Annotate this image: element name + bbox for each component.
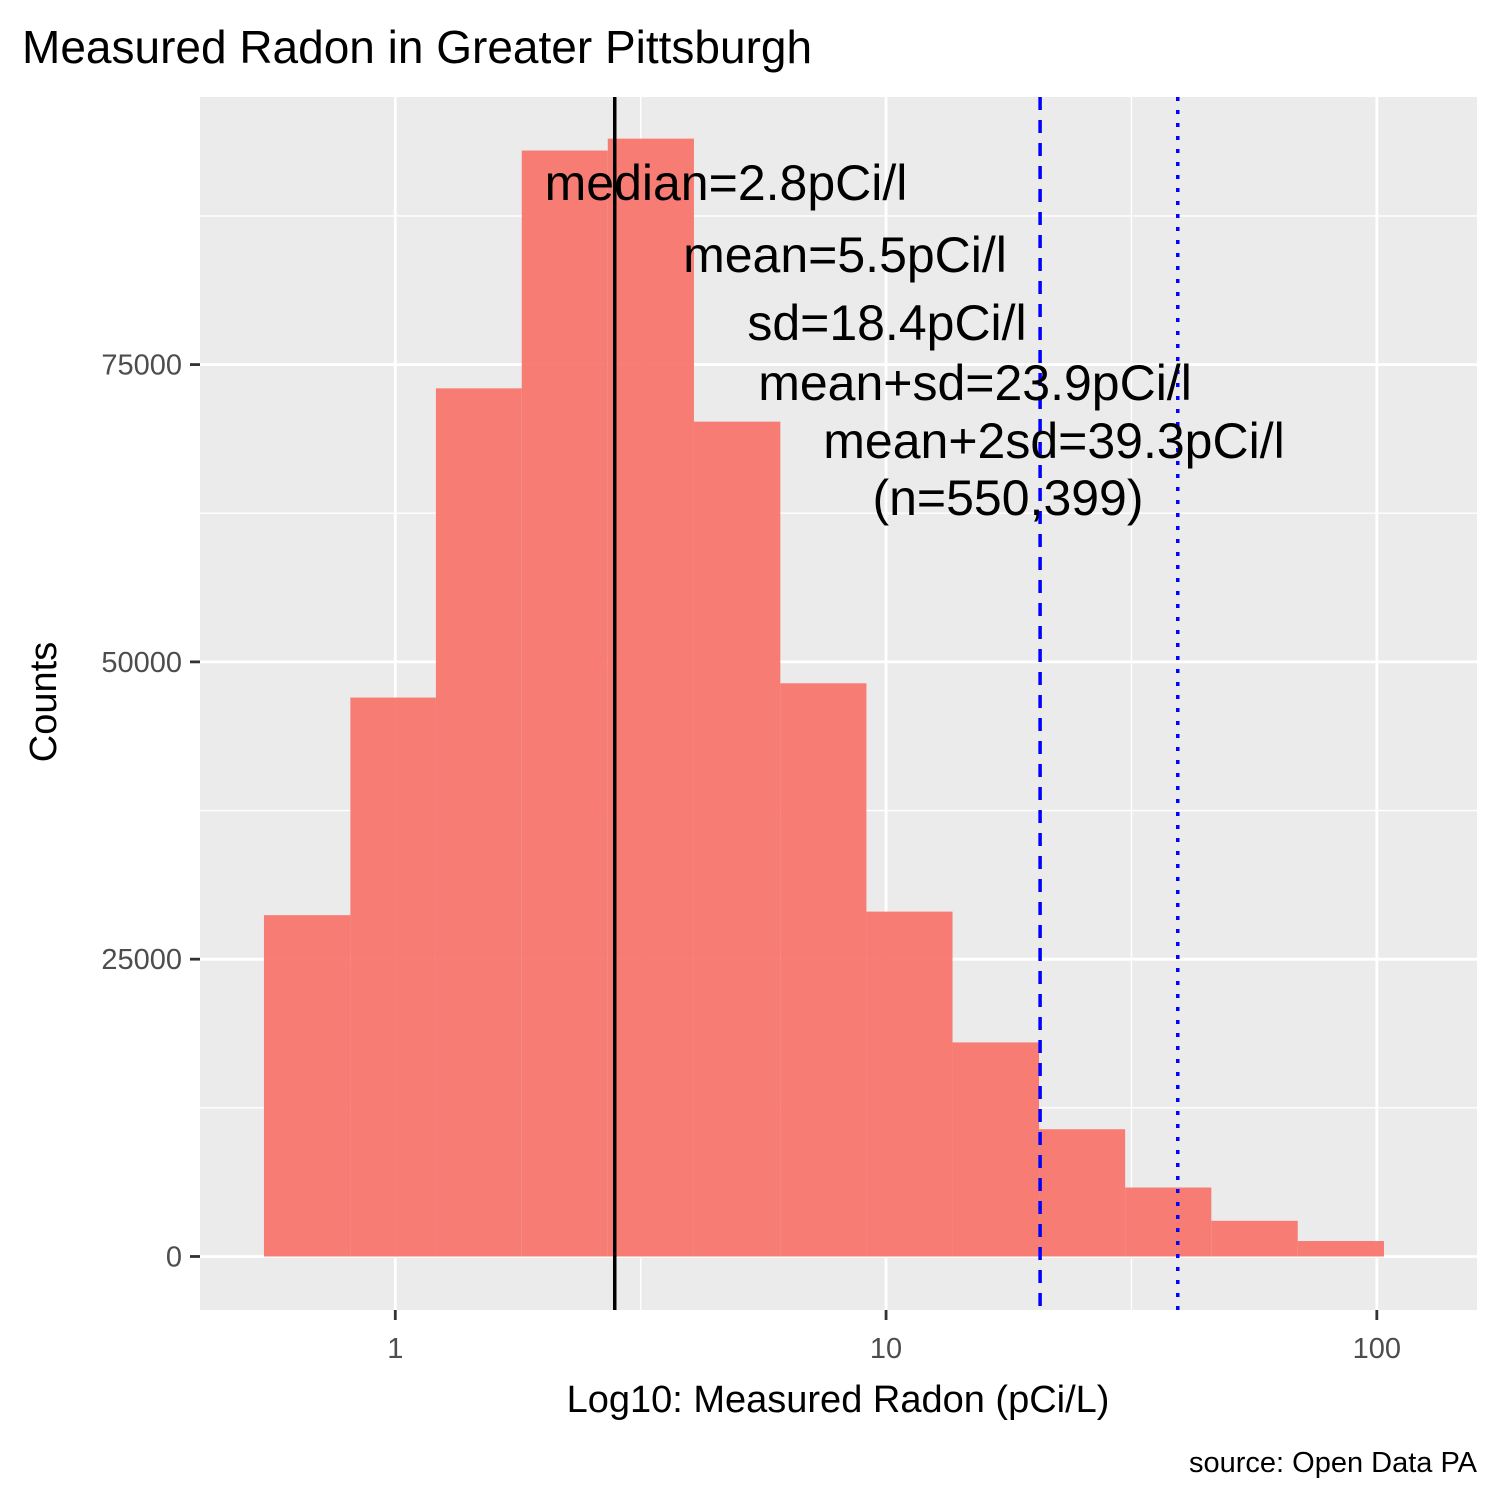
y-tick-label: 50000 bbox=[101, 647, 182, 679]
x-tick-label: 100 bbox=[1353, 1333, 1401, 1365]
reference-lines bbox=[612, 97, 1180, 1310]
histogram-bar bbox=[521, 150, 608, 1257]
y-tick-label: 25000 bbox=[101, 944, 182, 976]
histogram-bar bbox=[1297, 1241, 1384, 1257]
histogram-bar bbox=[1039, 1129, 1126, 1257]
histogram-bar bbox=[435, 388, 522, 1257]
histogram-bar bbox=[693, 421, 781, 1257]
histogram-bar bbox=[780, 683, 867, 1257]
annotation-sd: sd=18.4pCi/l bbox=[747, 295, 1026, 351]
x-axis: 1 10 100 bbox=[387, 1310, 1401, 1365]
x-tick-label: 10 bbox=[870, 1333, 902, 1365]
annotation-median: median=2.8pCi/l bbox=[545, 155, 908, 211]
histogram-bar bbox=[607, 138, 694, 1257]
y-axis-title: Counts bbox=[23, 642, 65, 762]
x-axis-title: Log10: Measured Radon (pCi/L) bbox=[567, 1379, 1110, 1421]
y-axis: 0 25000 50000 75000 bbox=[101, 350, 200, 1273]
histogram-bar bbox=[1125, 1187, 1212, 1257]
x-tick-label: 1 bbox=[387, 1333, 403, 1365]
histogram-bar bbox=[952, 1042, 1040, 1257]
histogram-bar bbox=[866, 911, 953, 1257]
annotation-n: (n=550,399) bbox=[872, 470, 1143, 526]
annotation-mean: mean=5.5pCi/l bbox=[683, 227, 1007, 283]
histogram-bar bbox=[1211, 1220, 1298, 1257]
chart-title: Measured Radon in Greater Pittsburgh bbox=[22, 21, 812, 73]
caption: source: Open Data PA bbox=[1189, 1447, 1478, 1479]
annotation-mean-plus-sd: mean+sd=23.9pCi/l bbox=[758, 355, 1192, 411]
histogram-bar bbox=[263, 915, 351, 1257]
stat-annotations: median=2.8pCi/l mean=5.5pCi/l sd=18.4pCi… bbox=[545, 155, 1285, 526]
histogram-bars bbox=[263, 138, 1384, 1257]
histogram-bar bbox=[350, 697, 436, 1257]
y-tick-label: 75000 bbox=[101, 350, 182, 382]
y-tick-label: 0 bbox=[166, 1241, 182, 1273]
annotation-mean-plus-2sd: mean+2sd=39.3pCi/l bbox=[823, 413, 1284, 469]
